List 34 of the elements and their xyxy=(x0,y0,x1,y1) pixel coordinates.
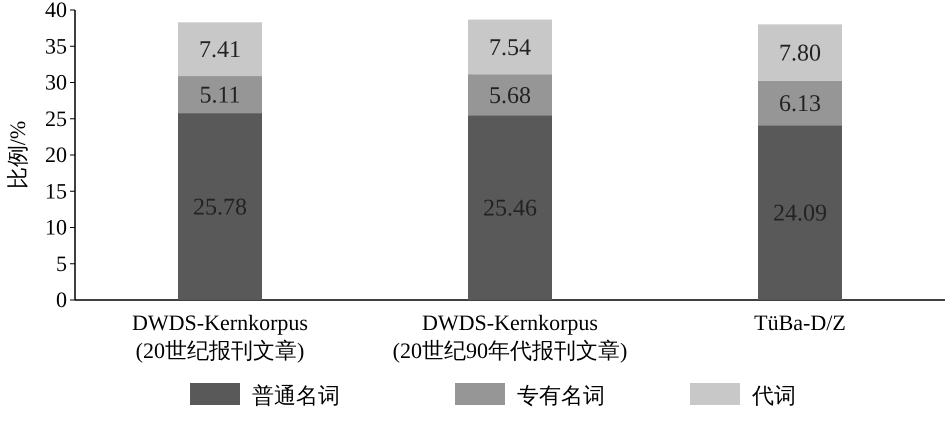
y-tick-label: 5 xyxy=(56,250,67,276)
bar xyxy=(178,76,262,114)
data-label: 6.13 xyxy=(779,91,821,118)
data-label: 5.11 xyxy=(199,82,241,109)
legend-label: 普通名词 xyxy=(252,383,340,408)
y-tick-label: 0 xyxy=(56,287,67,312)
data-label: 25.78 xyxy=(193,194,247,221)
y-tick-label: 40 xyxy=(45,0,67,22)
y-tick-label: 30 xyxy=(45,70,67,94)
bar xyxy=(758,24,842,81)
y-axis-title: 比例/% xyxy=(5,120,30,190)
bar xyxy=(468,74,552,116)
data-label: 5.68 xyxy=(489,82,531,109)
data-label: 25.46 xyxy=(483,196,537,222)
x-tick-label: DWDS-Kernkorpus (20世纪报刊文章) xyxy=(132,310,308,363)
bar xyxy=(758,125,842,300)
data-label: 7.80 xyxy=(779,40,821,67)
y-tick-label: 10 xyxy=(45,214,67,240)
x-tick-label: DWDS-Kernkorpus (20世纪90年代报刊文章) xyxy=(392,310,628,363)
y-tick-label: 35 xyxy=(45,33,67,58)
bar xyxy=(758,80,842,126)
y-tick-label: 15 xyxy=(45,178,67,204)
data-label: 7.54 xyxy=(489,34,531,61)
y-tick-label: 25 xyxy=(45,106,67,131)
bar xyxy=(178,22,262,76)
data-label: 7.41 xyxy=(199,37,241,64)
y-tick-label: 20 xyxy=(45,142,67,167)
legend-label: 代词 xyxy=(751,383,796,408)
data-label: 24.09 xyxy=(773,200,827,227)
bar xyxy=(468,115,552,300)
bar xyxy=(178,113,262,300)
x-tick-label: TüBa-D/Z xyxy=(754,310,846,335)
legend-label: 专有名词 xyxy=(517,383,605,408)
bar xyxy=(468,20,552,74)
